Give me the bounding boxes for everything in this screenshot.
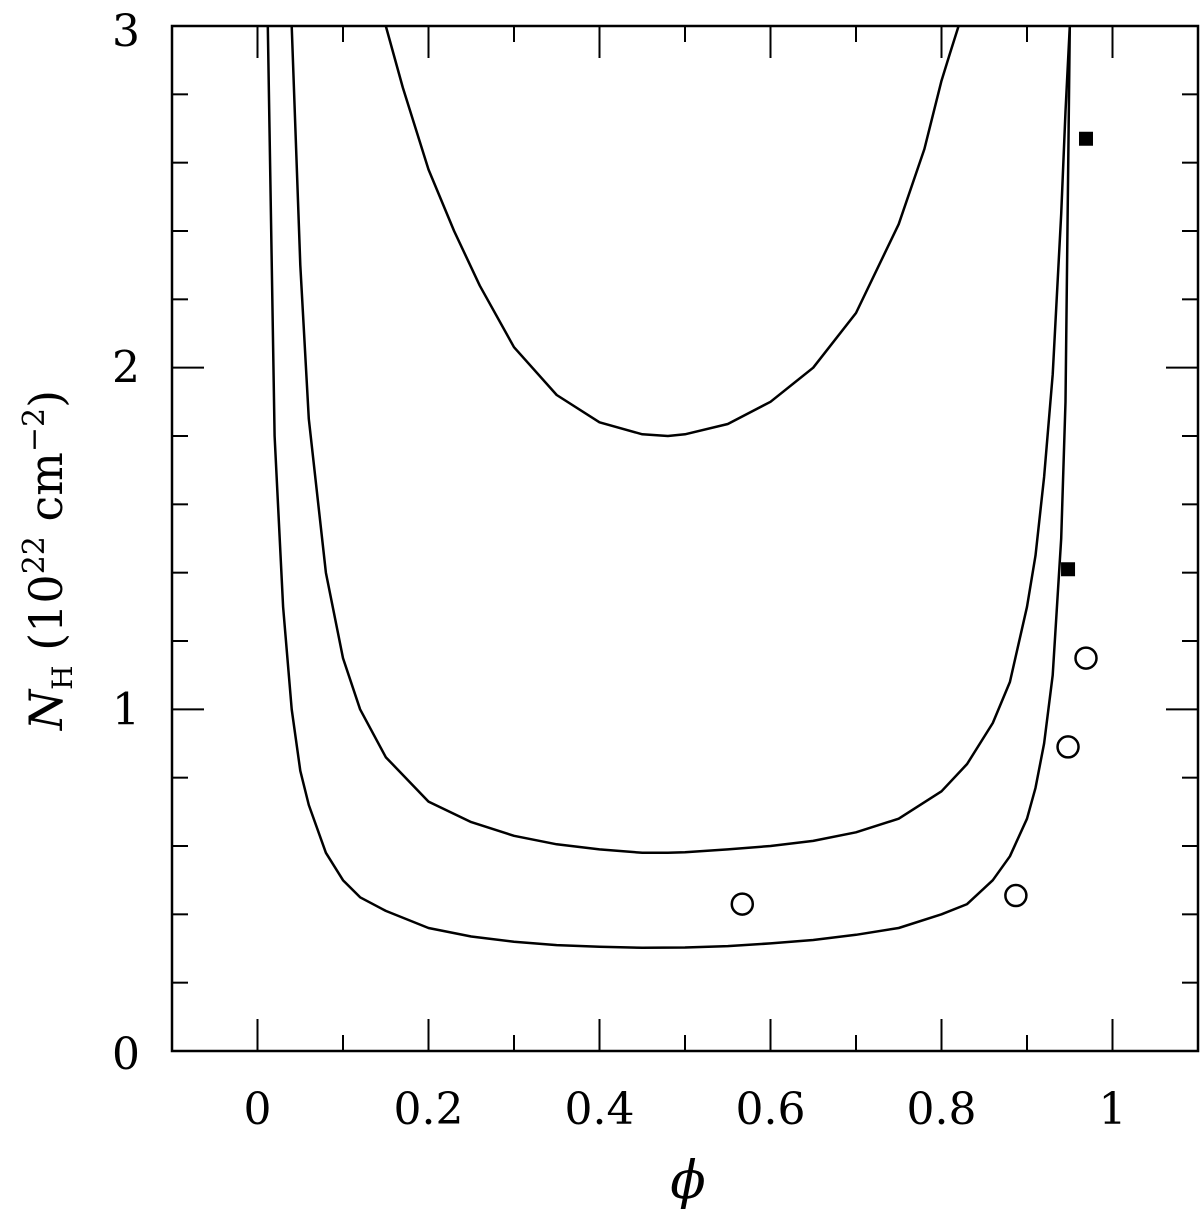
open-circle-point [1004,883,1028,908]
y-axis-unit-exp1: 22 [17,536,52,574]
y-tick-label: 2 [112,343,140,394]
model-curve-3 [384,25,960,438]
model-curve-1 [266,25,1072,950]
x-tick-label: 0.6 [736,1084,806,1135]
y-tick-label: 0 [112,1029,140,1080]
open-circle-point [1074,646,1098,670]
x-tick-label: 0.4 [565,1084,635,1135]
model-curve-2 [290,25,1072,855]
axis-ticks [171,25,1199,1052]
filled-square-point [1061,562,1076,577]
y-axis-unit-suffix: ) [19,390,73,408]
y-axis-unit-mid: cm [19,452,73,536]
y-tick-label: 3 [112,6,140,57]
x-tick-label: 0 [244,1084,272,1135]
y-axis-symbol: N [19,688,73,731]
tick-labels: 0 0.2 0.4 0.6 0.8 1 0 1 2 3 [112,6,1127,1135]
x-axis-title: ϕ [670,1151,705,1211]
filled-square-point [1078,131,1093,146]
data-markers [730,131,1098,916]
y-axis-subscript: H [46,665,79,689]
x-tick-label: 0.2 [394,1084,464,1135]
y-tick-label: 1 [112,684,140,735]
x-tick-label: 1 [1099,1084,1127,1135]
y-axis-title: NH (1022 cm−2) [17,390,79,731]
y-axis-unit-prefix: (10 [19,574,73,650]
model-curves [266,25,1072,950]
y-axis-unit-exp2: −2 [17,408,52,452]
x-tick-label: 0.8 [907,1084,977,1135]
open-circle-point [1056,735,1080,759]
plot-frame [170,24,1200,1053]
open-circle-point [730,892,755,916]
